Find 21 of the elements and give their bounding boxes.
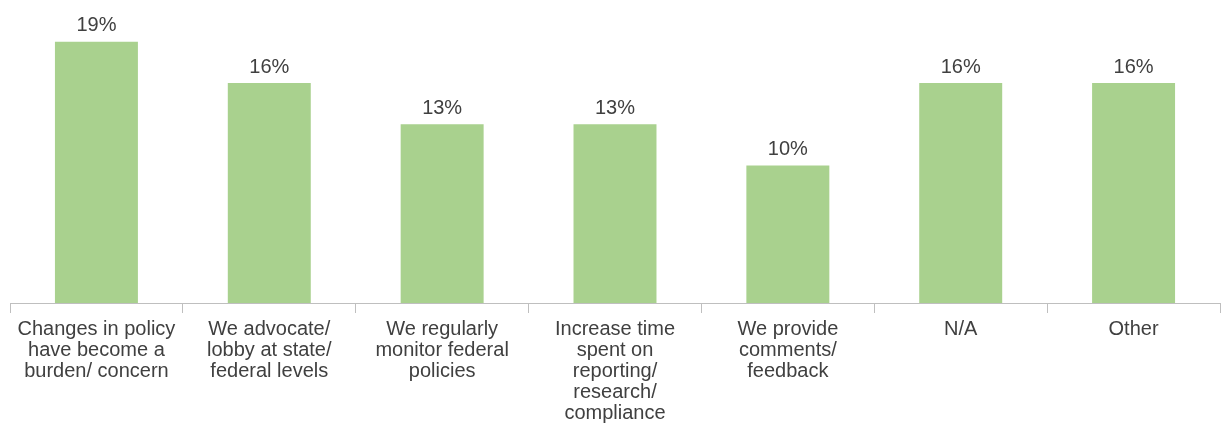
bar bbox=[1092, 83, 1176, 303]
data-label: 16% bbox=[940, 54, 981, 77]
x-tick-label: N/A bbox=[944, 317, 979, 340]
x-tick-label: Increase time spent on reporting/ research/ compliance bbox=[554, 317, 676, 424]
x-tick-label: We provide comments/ feedback bbox=[737, 317, 839, 382]
bar bbox=[573, 124, 657, 303]
x-tick-label: We regularly monitor federal policies bbox=[375, 317, 509, 382]
bar bbox=[227, 83, 311, 303]
data-label: 10% bbox=[767, 137, 809, 160]
bar bbox=[746, 165, 830, 303]
x-tick-label: Changes in policy have become a burden/ concern bbox=[17, 317, 176, 382]
data-label: 19% bbox=[76, 13, 117, 36]
data-label: 16% bbox=[1113, 54, 1154, 77]
bar bbox=[54, 41, 138, 303]
bar bbox=[400, 124, 484, 303]
x-tick-label: Other bbox=[1108, 317, 1159, 340]
data-label: 16% bbox=[249, 54, 290, 77]
data-label: 13% bbox=[422, 95, 463, 118]
bar bbox=[919, 83, 1003, 303]
x-tick-label: We advocate/ lobby at state/ federal levels bbox=[207, 317, 332, 382]
data-label: 13% bbox=[594, 95, 636, 118]
